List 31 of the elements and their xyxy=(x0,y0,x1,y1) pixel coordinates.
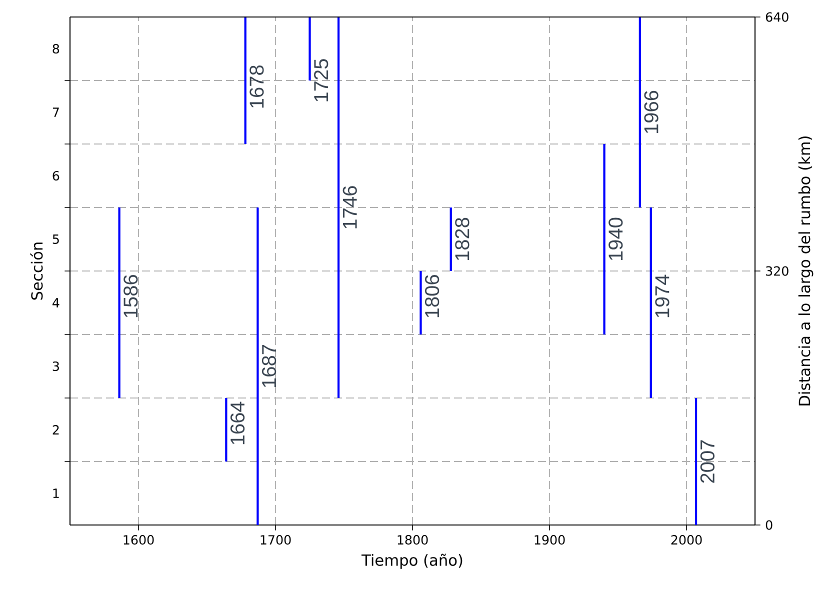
y-tick-label: 7 xyxy=(52,108,59,117)
x-tick-label: 2000 xyxy=(671,535,702,545)
y2-axis-title: Distancia a lo largo del rumbo (km) xyxy=(798,136,814,406)
x-tick-label: 1600 xyxy=(124,535,154,545)
annotation: 1828 xyxy=(455,218,470,260)
annotation: 1966 xyxy=(644,90,658,133)
x-tick-label: 1700 xyxy=(260,535,291,545)
annotation: 1974 xyxy=(655,274,670,318)
y-tick-label: 4 xyxy=(52,298,60,308)
y2-tick-label: 320 xyxy=(766,266,788,276)
annotation: 1940 xyxy=(608,218,623,260)
x-tick-label: 1900 xyxy=(534,535,565,545)
y-tick-label: 2 xyxy=(52,425,59,434)
annotation: 2007 xyxy=(700,440,715,483)
annotation: 1678 xyxy=(250,65,264,108)
annotation: 1725 xyxy=(314,59,328,102)
y-tick-label: 5 xyxy=(52,234,59,244)
annotation: 1806 xyxy=(424,275,440,318)
y-tick-label: 6 xyxy=(52,170,60,181)
y-tick-label: 3 xyxy=(52,361,59,372)
y-axis-title: Sección xyxy=(30,242,43,300)
y-tick-label: 1 xyxy=(53,488,59,498)
annotation: 1687 xyxy=(262,345,276,387)
x-axis-title: Tiempo (año) xyxy=(361,554,462,569)
y2-tick-label: 640 xyxy=(766,12,788,22)
annotation: 1746 xyxy=(342,186,357,228)
annotation: 1664 xyxy=(230,402,245,444)
x-tick-label: 1800 xyxy=(398,535,428,545)
annotation: 1586 xyxy=(124,275,138,318)
y2-tick-label: 0 xyxy=(766,520,772,530)
y-tick-label: 8 xyxy=(52,44,60,54)
